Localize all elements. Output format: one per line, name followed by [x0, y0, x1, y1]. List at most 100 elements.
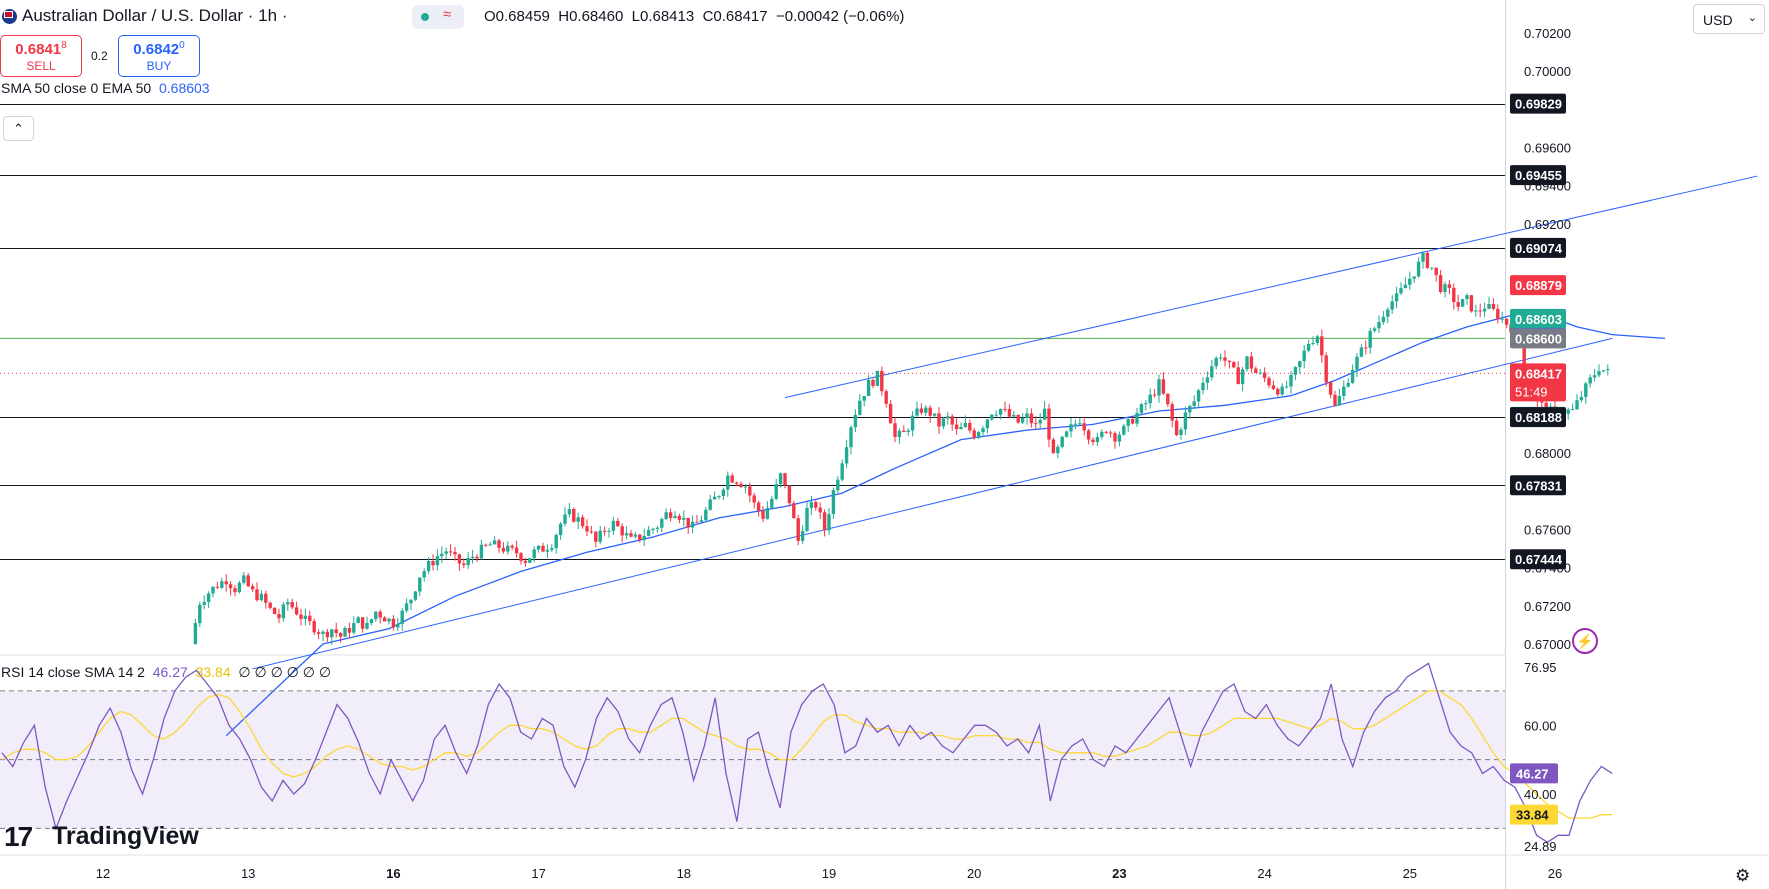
candle-body [572, 509, 576, 522]
rsi-indicator-label: RSI 14 close SMA 14 2 [1, 664, 145, 680]
candles [193, 251, 1610, 645]
sell-label: SELL [26, 59, 56, 73]
trend-channel [252, 175, 1758, 670]
candle-body [739, 483, 743, 488]
settings-glyph: ⚙ [1735, 866, 1751, 885]
candle-body [1130, 418, 1135, 424]
candle-body [1245, 356, 1249, 370]
candle-body [1425, 252, 1430, 268]
rsi-indicator-legend[interactable]: RSI 14 close SMA 14 2 46.27 33.84 ∅ ∅ ∅ … [1, 664, 331, 681]
candle-body [523, 560, 528, 563]
candle-body [743, 486, 748, 488]
candle-body [576, 517, 580, 522]
price-tick-label: 0.69200 [1524, 217, 1571, 232]
candle-body [1465, 295, 1469, 300]
symbol-title[interactable]: Australian Dollar / U.S. Dollar · 1h · [22, 6, 288, 25]
candle-body [1284, 386, 1289, 388]
candle-body [1047, 408, 1051, 440]
candle-body [462, 563, 466, 566]
candle-body [620, 526, 624, 536]
candle-body [611, 520, 616, 531]
time-tick-label: 19 [822, 866, 836, 881]
candle-body [250, 586, 255, 590]
candle-body [237, 582, 242, 593]
currency-selector[interactable]: USD ⌄ [1693, 4, 1765, 34]
candle-body [1179, 429, 1183, 436]
candle-body [686, 517, 690, 528]
rsi-tick-label: 24.89 [1524, 839, 1557, 854]
price-label-box [1510, 549, 1566, 570]
candle-body [928, 407, 932, 416]
price-label-text: 0.68417 [1515, 366, 1562, 381]
currency-label: USD [1703, 12, 1733, 28]
spread-value: 0.2 [91, 49, 108, 63]
ohlc-low: L0.68413 [631, 8, 695, 25]
candle-body [1135, 412, 1139, 424]
candle-body [325, 631, 330, 638]
candle-body [1566, 409, 1570, 414]
ma-indicator-legend[interactable]: SMA 50 close 0 EMA 50 0.68603 [1, 80, 210, 96]
candle-body [299, 614, 303, 619]
candle-body [765, 507, 770, 519]
candle-body [1456, 302, 1460, 307]
candle-body [1148, 394, 1152, 404]
candle-body [1601, 370, 1606, 372]
time-tick-label: 18 [677, 866, 691, 881]
candle-body [545, 549, 550, 552]
candle-body [1078, 423, 1082, 425]
candle-body [1570, 409, 1575, 411]
candle-body [888, 403, 893, 424]
candle-body [677, 515, 682, 520]
time-axis[interactable]: 12 13 16 17 18 19 20 23 24 25 26 [96, 866, 1562, 881]
candle-body [1315, 336, 1320, 343]
candle-body [1196, 390, 1201, 402]
candle-body [893, 423, 897, 437]
candle-body [915, 408, 919, 416]
sell-price: 0.6841 [15, 41, 62, 58]
market-status[interactable]: ≈ [412, 5, 464, 29]
candle-body [374, 611, 378, 620]
candle-body [633, 534, 638, 537]
rsi-pane [0, 662, 1613, 843]
sell-button[interactable]: 0.68418 SELL [0, 35, 82, 77]
candle-body [1280, 386, 1284, 395]
rsi-label-box [1510, 804, 1558, 825]
candle-body [1249, 356, 1254, 369]
lightning-icon[interactable]: ⚡ [1572, 628, 1598, 654]
ohlc-high: H0.68460 [558, 8, 624, 25]
collapse-legend-button[interactable]: ⌃ [3, 116, 34, 141]
candle-body [541, 545, 545, 552]
candle-body [589, 531, 594, 533]
candle-body [1293, 367, 1298, 375]
candle-body [1302, 350, 1306, 362]
candle-body [1579, 397, 1584, 401]
candle-body [259, 593, 264, 601]
candle-body [783, 473, 787, 486]
candle-body [1271, 385, 1276, 389]
candle-body [1056, 446, 1060, 454]
buy-button[interactable]: 0.68420 BUY [118, 35, 200, 77]
delayed-data-icon: ≈ [443, 6, 452, 23]
time-tick-label: 12 [96, 866, 110, 881]
candle-body [1324, 355, 1328, 383]
price-axis[interactable]: 0.702000.700000.696000.694000.692000.680… [1510, 26, 1571, 854]
candle-body [1306, 343, 1311, 351]
candle-body [1157, 379, 1161, 396]
price-label-text: 0.68603 [1515, 312, 1562, 327]
candle-body [1262, 372, 1267, 379]
candle-body [338, 633, 343, 637]
candle-body [695, 521, 699, 523]
candle-body [774, 484, 778, 499]
candle-body [1126, 418, 1130, 426]
candle-body [1227, 360, 1232, 363]
ma-indicator-label: SMA 50 close 0 EMA 50 [1, 80, 152, 96]
candle-body [1117, 434, 1122, 442]
candle-body [972, 430, 976, 438]
candle-body [488, 544, 492, 546]
candle-body [1399, 288, 1403, 294]
gear-icon[interactable]: ⚙ [1735, 866, 1750, 886]
candle-body [1240, 369, 1245, 385]
candle-body [1342, 386, 1346, 396]
